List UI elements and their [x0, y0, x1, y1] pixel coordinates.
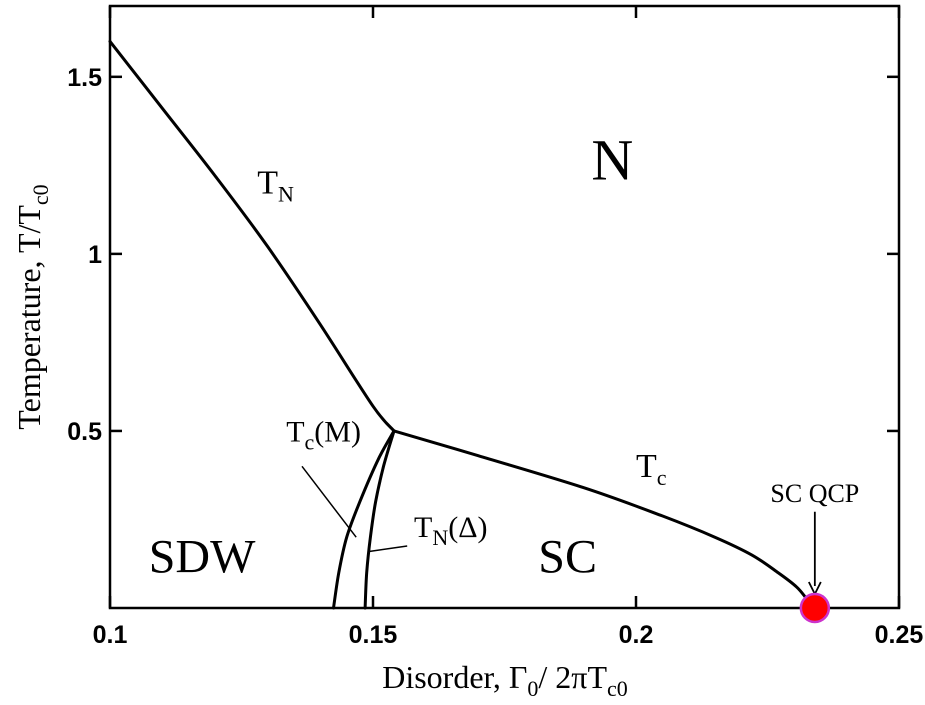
curve-tn_delta	[363, 429, 396, 610]
x-tick-label: 0.25	[875, 621, 924, 649]
region-sdw: SDW	[149, 531, 256, 584]
region-labels: N SDW SC	[149, 128, 634, 584]
label-leaders	[301, 465, 408, 553]
y-tick-label: 0.5	[67, 418, 102, 446]
sc-qcp-group: SC QCP	[770, 479, 859, 624]
qcp-marker	[799, 592, 831, 624]
label-tn_delta: TN(Δ)	[414, 511, 488, 550]
y-axis-title: Temperature, T/Tc0	[11, 184, 53, 429]
region-n: N	[591, 128, 633, 193]
label-tn: TN	[257, 165, 294, 207]
leader-tc_m	[301, 465, 357, 538]
curve-tc_m	[332, 429, 396, 610]
label-tc: Tc	[636, 448, 667, 490]
leader-tn_delta	[369, 545, 408, 553]
axis-ticks: 0.1 0.15 0.2 0.25 0.5 1 1.5	[67, 6, 923, 649]
qcp-label: SC QCP	[770, 479, 859, 508]
y-tick-label: 1.5	[67, 64, 102, 92]
curve-labels: TN Tc Tc(M) TN(Δ)	[257, 165, 667, 550]
curve-tc	[392, 429, 817, 610]
phase-boundaries	[108, 39, 817, 610]
region-sc: SC	[538, 531, 597, 584]
plot-frame	[108, 4, 901, 610]
x-tick-label: 0.1	[93, 621, 128, 649]
curve-tn	[108, 39, 396, 433]
x-tick-label: 0.2	[619, 621, 654, 649]
label-tc_m: Tc(M)	[286, 416, 361, 455]
x-axis-title: Disorder, Γ0/ 2πTc0	[382, 659, 628, 701]
y-tick-label: 1	[88, 241, 102, 269]
x-tick-label: 0.15	[349, 621, 398, 649]
